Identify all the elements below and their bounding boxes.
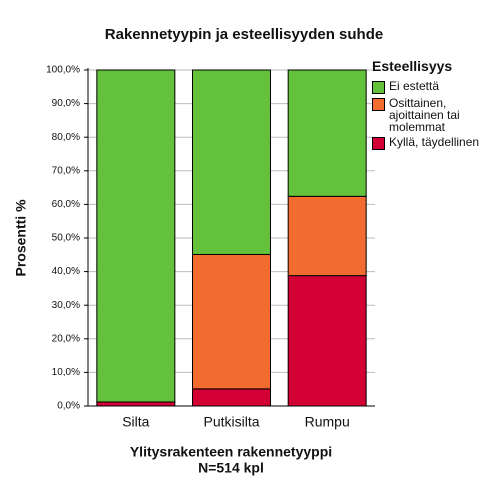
y-tick-label: 60,0% — [52, 199, 80, 210]
legend-label: Osittainen, ajoittainen tai molemmat — [389, 96, 460, 134]
legend-swatch — [372, 137, 385, 150]
legend-title: Esteellisyys — [372, 58, 453, 74]
x-tick-label: Rumpu — [305, 414, 350, 430]
y-tick-label: 100,0% — [46, 65, 80, 76]
legend-swatch — [372, 98, 385, 111]
legend-label: Kyllä, täydellinen — [389, 135, 480, 149]
x-tick-label: Silta — [122, 414, 149, 430]
y-axis-label: Prosentti % — [13, 199, 29, 277]
y-tick-label: 30,0% — [52, 300, 80, 311]
bar-segment — [287, 69, 367, 197]
legend-label: Ei estettä — [389, 79, 440, 93]
legend-item: Kyllä, täydellinen — [372, 136, 498, 150]
legend: Esteellisyys Ei estettä Osittainen, ajoit… — [372, 58, 498, 153]
bar-segment — [96, 401, 176, 407]
chart-title: Rakennetyypin ja esteellisyyden suhde — [105, 26, 383, 43]
bar-segment — [192, 253, 271, 390]
legend-swatch — [372, 81, 385, 94]
bar-segment — [287, 275, 367, 407]
legend-item: Ei estettä — [372, 80, 498, 94]
bar-segment — [192, 388, 271, 407]
y-tick-label: 70,0% — [52, 165, 80, 176]
y-tick-label: 80,0% — [52, 132, 80, 143]
x-tick-label: Putkisilta — [203, 414, 259, 430]
legend-item: Osittainen, ajoittainen tai molemmat — [372, 97, 498, 133]
y-tick-label: 10,0% — [52, 367, 80, 378]
y-tick-label: 90,0% — [52, 98, 80, 109]
bar-segment — [192, 69, 271, 255]
y-tick-label: 50,0% — [52, 233, 80, 244]
x-axis-label: N=514 kpl — [198, 460, 264, 476]
x-axis-label: Ylitysrakenteen rakennetyyppi — [130, 444, 332, 460]
bar-segment — [287, 195, 367, 277]
y-tick-label: 40,0% — [52, 266, 80, 277]
y-tick-label: 0,0% — [57, 401, 80, 412]
bar-segment — [96, 69, 176, 403]
y-tick-label: 20,0% — [52, 333, 80, 344]
